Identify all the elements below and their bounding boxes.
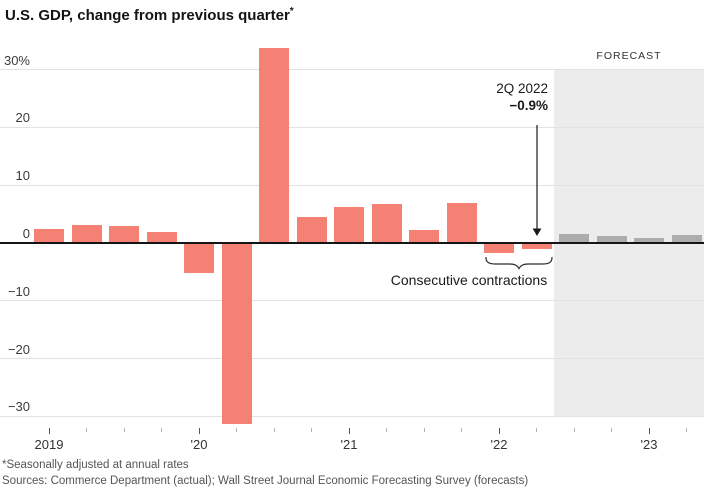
gridline-30 (0, 69, 704, 71)
bar-3q-2019 (109, 226, 139, 243)
x-tick-1q-2022 (498, 428, 500, 434)
x-tick-3q-2022 (573, 428, 575, 432)
x-tick-3q-2021 (423, 428, 425, 432)
bar-1q-2021 (334, 206, 364, 243)
x-year-label-2019: 2019 (34, 437, 64, 452)
zero-axis-line (0, 242, 704, 244)
bar-4q-2020 (296, 216, 327, 243)
brace-icon (485, 256, 553, 270)
y-tick-label--30: −30 (7, 399, 30, 415)
forecast-label: FORECAST (596, 50, 662, 62)
x-tick-2q-2022 (536, 428, 537, 432)
x-tick-3q-2020 (273, 428, 275, 432)
y-tick-label-0: 0 (22, 226, 30, 241)
annotation-2q2022: 2Q 2022 −0.9% (496, 80, 548, 114)
x-tick-3q-2019 (123, 428, 125, 432)
bar-2q-2019 (71, 224, 102, 243)
x-year-label-23: '23 (640, 437, 658, 452)
x-tick-2q-2019 (86, 428, 87, 432)
x-tick-1q-2023 (648, 428, 650, 434)
x-tick-2q-2023 (686, 428, 687, 432)
y-tick-label-20: 20 (15, 110, 30, 126)
down-arrow-icon (532, 125, 542, 236)
bar-4q-2019 (146, 232, 177, 243)
x-tick-2q-2020 (236, 428, 237, 432)
bar-3q-2020 (259, 47, 289, 243)
footnote: *Seasonally adjusted at annual rates (2, 459, 189, 471)
bar-4q-2021 (446, 203, 477, 243)
bar-1q-2023 (634, 237, 664, 243)
gridline--30 (0, 415, 704, 417)
annotation-quarter: 2Q 2022 (496, 81, 548, 96)
y-tick-label--20: −20 (7, 341, 30, 357)
y-tick-label-10: 10 (15, 168, 30, 184)
x-tick-1q-2020 (198, 428, 200, 434)
sources: Sources: Commerce Department (actual); W… (2, 475, 529, 487)
x-year-label-22: '22 (490, 437, 508, 452)
x-tick-4q-2022 (611, 428, 612, 432)
bar-3q-2021 (409, 229, 439, 243)
gridline-10 (0, 184, 704, 186)
x-tick-1q-2021 (348, 428, 350, 434)
bar-1q-2022 (484, 244, 514, 254)
x-tick-4q-2019 (161, 428, 162, 432)
gridline--20 (0, 358, 704, 360)
bar-2q-2020 (221, 244, 252, 425)
bar-1q-2020 (184, 244, 214, 274)
x-tick-1q-2019 (48, 428, 50, 434)
x-tick-2q-2021 (386, 428, 387, 432)
chart-title-text: U.S. GDP, change from previous quarter (5, 7, 290, 24)
annotation-value: −0.9% (509, 98, 548, 113)
x-year-label-20: '20 (190, 437, 208, 452)
title-asterisk: * (289, 6, 294, 17)
bar-1q-2019 (34, 229, 64, 243)
gridline--10 (0, 300, 704, 302)
bar-3q-2022 (559, 233, 589, 243)
y-tick-label--10: −10 (7, 283, 30, 299)
bar-4q-2022 (596, 236, 627, 243)
x-tick-4q-2021 (461, 428, 462, 432)
x-year-label-21: '21 (340, 437, 358, 452)
gridline-20 (0, 126, 704, 128)
bar-2q-2021 (371, 204, 402, 243)
y-tick-label-30: 30% (3, 52, 30, 68)
x-tick-4q-2020 (311, 428, 312, 432)
chart-title: U.S. GDP, change from previous quarter* (5, 6, 294, 24)
bar-2q-2023 (671, 235, 702, 243)
brace-label: Consecutive contractions (390, 272, 548, 288)
bar-2q-2022 (521, 244, 552, 250)
